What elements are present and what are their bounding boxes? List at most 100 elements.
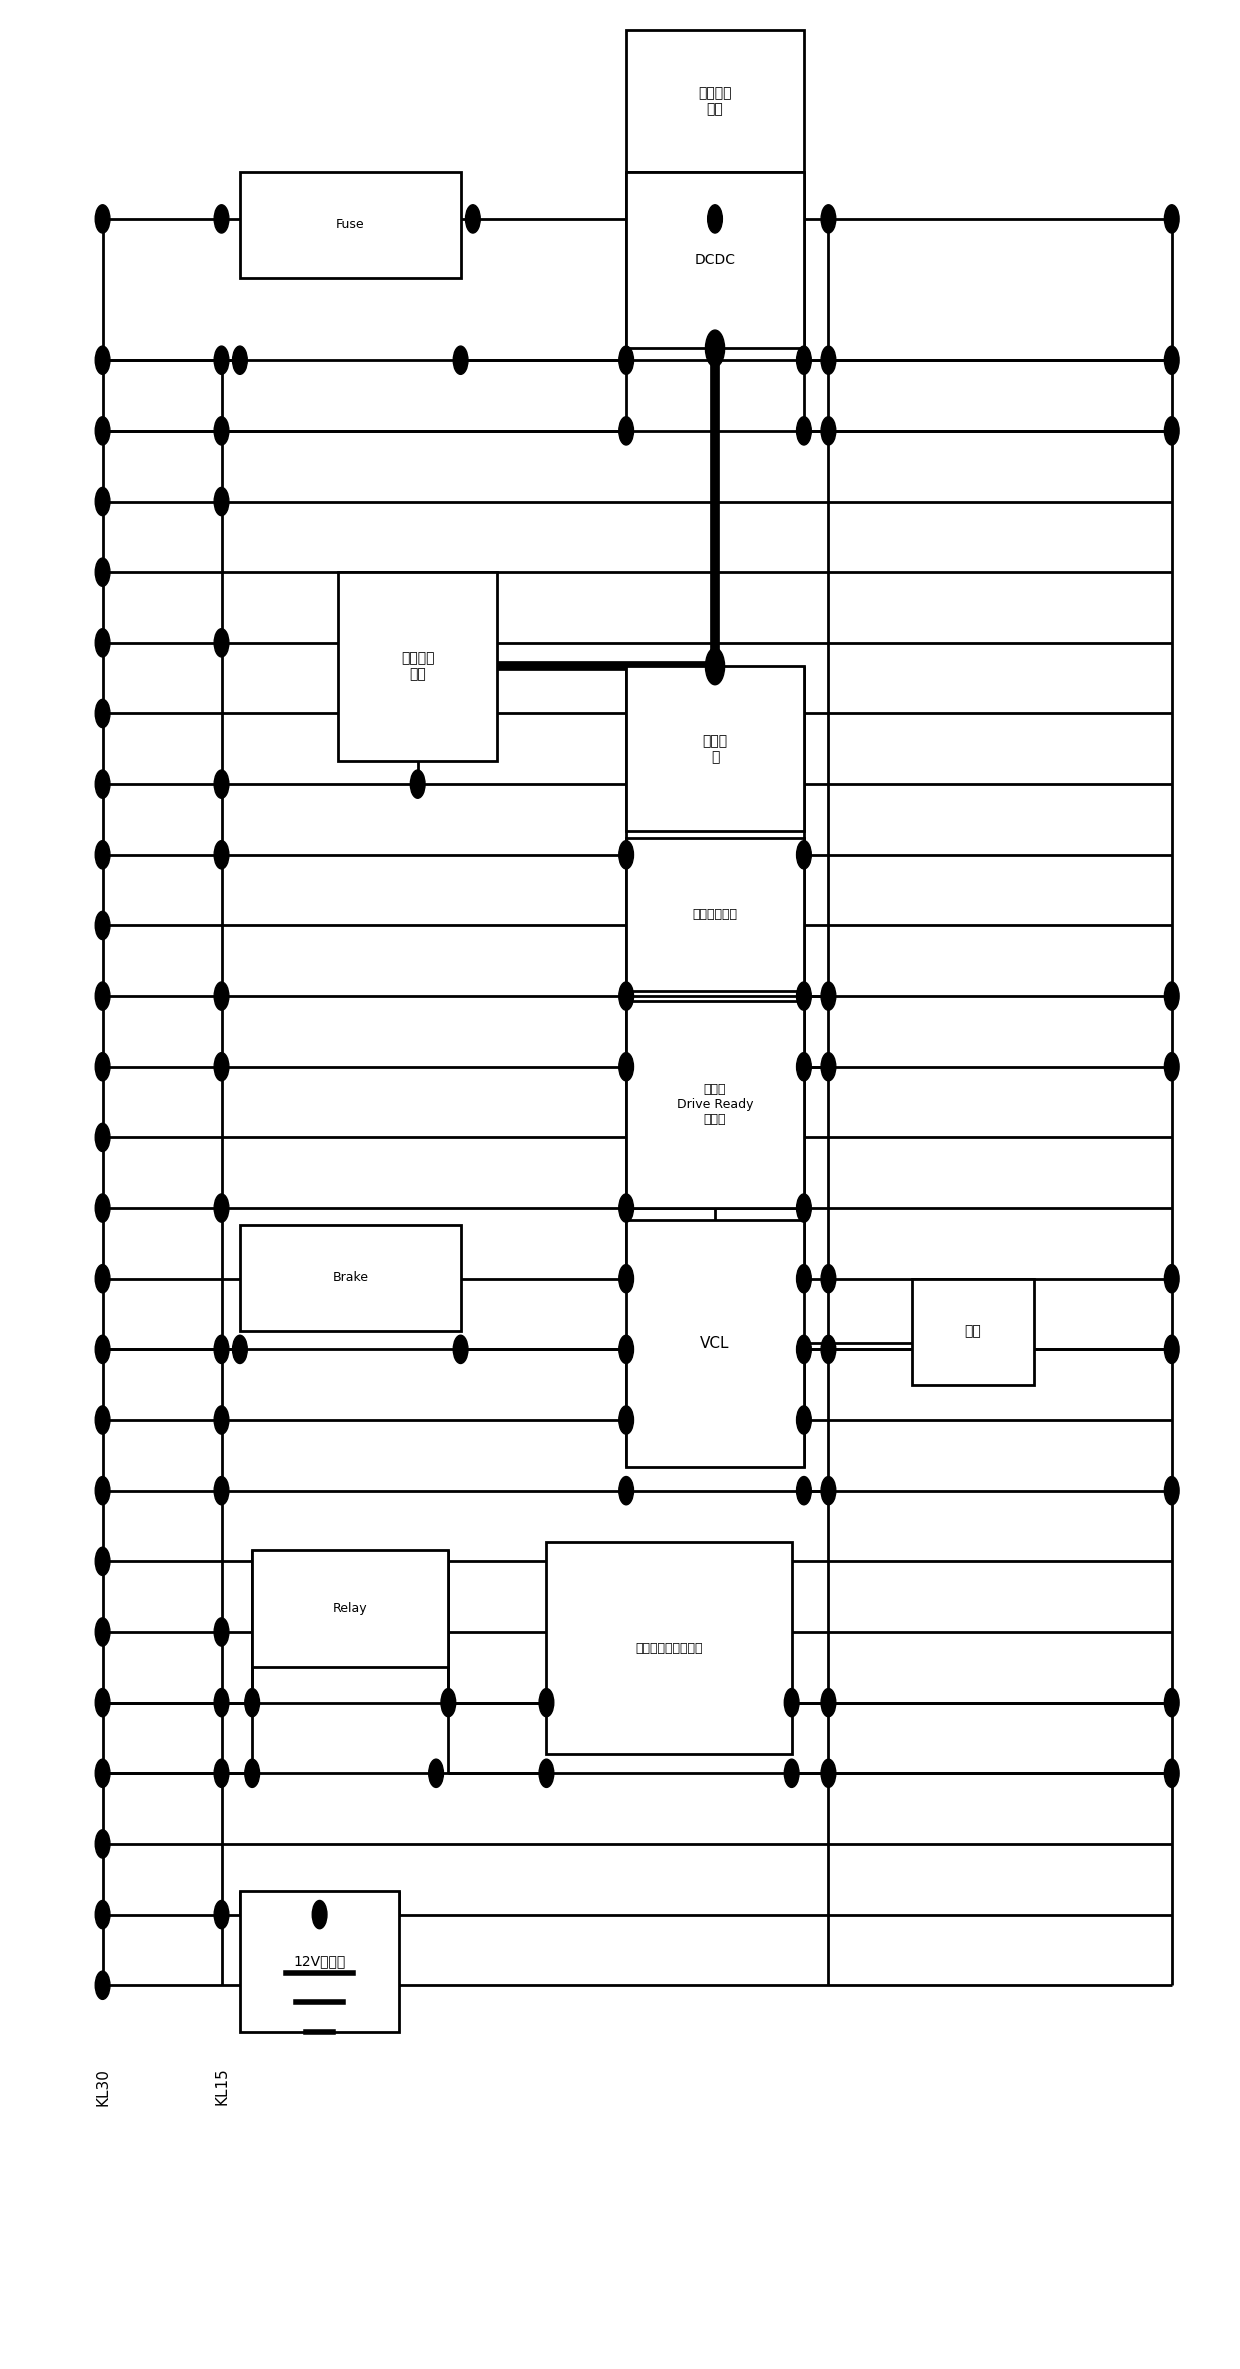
Circle shape — [215, 417, 229, 445]
Circle shape — [95, 346, 110, 374]
Text: KL30: KL30 — [95, 2068, 110, 2106]
Circle shape — [796, 1052, 811, 1080]
Text: Relay: Relay — [334, 1601, 367, 1616]
Text: 挡位: 挡位 — [965, 1324, 982, 1338]
Circle shape — [95, 1336, 110, 1365]
Circle shape — [706, 649, 724, 685]
Text: KL15: KL15 — [215, 2068, 229, 2106]
FancyBboxPatch shape — [626, 666, 804, 832]
Circle shape — [95, 1265, 110, 1293]
Circle shape — [784, 1689, 799, 1718]
Circle shape — [796, 1336, 811, 1365]
Circle shape — [233, 1336, 247, 1365]
Circle shape — [95, 1052, 110, 1080]
Circle shape — [784, 1760, 799, 1786]
Circle shape — [821, 1760, 836, 1786]
Circle shape — [796, 1194, 811, 1222]
Circle shape — [233, 346, 247, 374]
Circle shape — [1164, 1476, 1179, 1504]
Circle shape — [619, 417, 634, 445]
Circle shape — [215, 346, 229, 374]
Circle shape — [215, 488, 229, 516]
Circle shape — [454, 1336, 467, 1365]
Circle shape — [95, 1476, 110, 1504]
Circle shape — [454, 346, 467, 374]
Circle shape — [619, 1476, 634, 1504]
FancyBboxPatch shape — [239, 173, 460, 277]
Circle shape — [95, 841, 110, 869]
Circle shape — [95, 559, 110, 585]
Circle shape — [215, 1052, 229, 1080]
Circle shape — [215, 1618, 229, 1646]
Circle shape — [821, 1476, 836, 1504]
Text: 高压产
火: 高压产 火 — [703, 734, 728, 763]
Circle shape — [796, 346, 811, 374]
Circle shape — [95, 1829, 110, 1857]
Circle shape — [215, 841, 229, 869]
Text: VCL: VCL — [701, 1336, 730, 1350]
Circle shape — [95, 628, 110, 656]
Circle shape — [1164, 983, 1179, 1009]
FancyBboxPatch shape — [547, 1542, 791, 1755]
Circle shape — [244, 1760, 259, 1786]
Circle shape — [312, 1900, 327, 1928]
Circle shape — [821, 346, 836, 374]
Circle shape — [821, 1689, 836, 1718]
Circle shape — [410, 770, 425, 798]
Text: Fuse: Fuse — [336, 218, 365, 232]
Circle shape — [95, 770, 110, 798]
Circle shape — [796, 1405, 811, 1433]
Circle shape — [1164, 1760, 1179, 1786]
Circle shape — [821, 417, 836, 445]
Circle shape — [95, 1971, 110, 1999]
Circle shape — [821, 1265, 836, 1293]
Circle shape — [796, 1265, 811, 1293]
Circle shape — [619, 1194, 634, 1222]
Circle shape — [215, 1194, 229, 1222]
Circle shape — [95, 204, 110, 232]
Text: 低压用电
设备: 低压用电 设备 — [698, 85, 732, 116]
FancyBboxPatch shape — [239, 1225, 460, 1331]
Circle shape — [215, 1900, 229, 1928]
Circle shape — [619, 1052, 634, 1080]
Circle shape — [95, 1547, 110, 1575]
Circle shape — [796, 983, 811, 1009]
Circle shape — [95, 1900, 110, 1928]
FancyBboxPatch shape — [339, 573, 497, 760]
Circle shape — [1164, 1689, 1179, 1718]
Circle shape — [708, 204, 723, 232]
Text: DCDC: DCDC — [694, 253, 735, 268]
Circle shape — [1164, 204, 1179, 232]
Circle shape — [1164, 417, 1179, 445]
FancyBboxPatch shape — [626, 173, 804, 348]
Text: 仔表板
Drive Ready
指示灯: 仔表板 Drive Ready 指示灯 — [677, 1083, 753, 1125]
Circle shape — [95, 1760, 110, 1786]
Circle shape — [821, 1336, 836, 1365]
FancyBboxPatch shape — [911, 1279, 1034, 1386]
Text: Brake: Brake — [332, 1272, 368, 1284]
Circle shape — [619, 1405, 634, 1433]
FancyBboxPatch shape — [239, 1890, 399, 2033]
Circle shape — [539, 1760, 554, 1786]
Circle shape — [95, 912, 110, 940]
Circle shape — [95, 488, 110, 516]
Circle shape — [1164, 1336, 1179, 1365]
Circle shape — [215, 1760, 229, 1786]
Circle shape — [215, 1689, 229, 1718]
Circle shape — [244, 1689, 259, 1718]
Circle shape — [619, 841, 634, 869]
Circle shape — [619, 346, 634, 374]
Circle shape — [429, 1760, 444, 1786]
Circle shape — [215, 1336, 229, 1365]
Circle shape — [796, 841, 811, 869]
Circle shape — [95, 1618, 110, 1646]
Circle shape — [619, 983, 634, 1009]
Circle shape — [215, 204, 229, 232]
Circle shape — [95, 1689, 110, 1718]
Circle shape — [95, 699, 110, 727]
Circle shape — [95, 417, 110, 445]
FancyBboxPatch shape — [626, 839, 804, 990]
FancyBboxPatch shape — [626, 31, 804, 173]
Circle shape — [796, 417, 811, 445]
Circle shape — [215, 770, 229, 798]
